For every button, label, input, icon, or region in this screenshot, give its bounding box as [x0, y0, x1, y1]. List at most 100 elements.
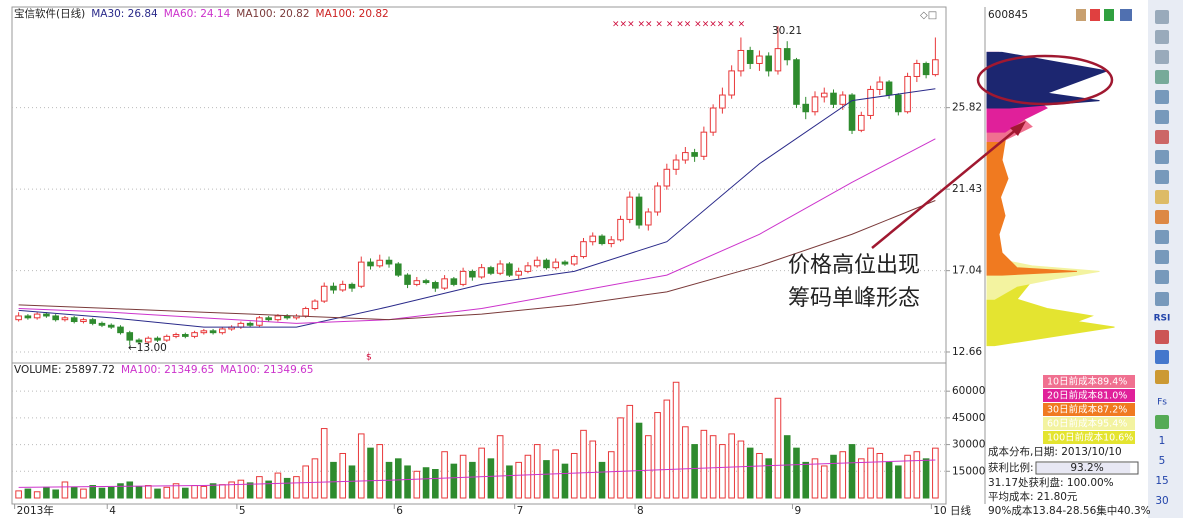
volume-bar	[154, 488, 161, 499]
candle-body	[682, 152, 689, 161]
tool[interactable]	[1155, 10, 1169, 24]
period-button[interactable]: 30	[1155, 495, 1168, 507]
volume-header: VOLUME: 25897.72 MA100: 21349.65 MA100: 21…	[14, 364, 313, 376]
candle-body	[302, 308, 309, 317]
candle-body	[839, 94, 847, 105]
volume-bar	[33, 491, 41, 499]
tool[interactable]	[1155, 330, 1169, 344]
volume-bar	[348, 465, 356, 499]
tool[interactable]	[1155, 90, 1169, 104]
volume-bar	[746, 447, 754, 499]
volume-bar	[765, 458, 772, 499]
chip-legend-swatch	[1043, 431, 1135, 444]
volume-bar	[737, 440, 745, 499]
candle-body	[357, 261, 365, 287]
chip-legend-label: 10日前成本89.4%	[1047, 376, 1127, 388]
volume-bar	[709, 435, 717, 499]
chip-legend-swatch	[1043, 375, 1135, 388]
volume-bar	[469, 461, 476, 499]
chart-header: 宝信软件(日线) MA30: 26.84 MA60: 24.14 MA100: 20.…	[14, 7, 389, 20]
candle-body	[70, 317, 78, 323]
candle-body	[487, 267, 495, 274]
volume-bar	[89, 485, 97, 499]
candle-body	[904, 75, 911, 113]
tool[interactable]	[1155, 415, 1169, 429]
tool[interactable]	[1155, 190, 1169, 204]
tool[interactable]	[1155, 150, 1169, 164]
tool[interactable]	[1155, 292, 1169, 306]
candle-body	[691, 152, 698, 157]
y-tick-label: 12.66	[952, 346, 982, 358]
tool[interactable]	[1155, 70, 1169, 84]
period-button[interactable]: 15	[1155, 475, 1168, 487]
volume-bar	[311, 458, 319, 499]
tool[interactable]	[1155, 30, 1169, 44]
volume-bar	[339, 452, 347, 499]
candle-body	[515, 270, 522, 276]
candle-body	[932, 59, 939, 76]
candle-body	[182, 334, 189, 337]
tool-label[interactable]: Fs	[1157, 398, 1167, 408]
y-tick-label: 60000	[952, 385, 985, 397]
period-button[interactable]: 1	[1159, 435, 1166, 447]
volume-bar	[459, 454, 467, 499]
volume-bar	[580, 429, 587, 499]
candle-body	[885, 81, 893, 96]
volume-bar	[672, 381, 680, 499]
candle-body	[607, 239, 615, 245]
tool[interactable]	[1155, 350, 1169, 364]
tool[interactable]	[1155, 370, 1169, 384]
candle-body	[783, 48, 791, 61]
candle-body	[432, 282, 439, 289]
tool[interactable]	[1155, 210, 1169, 224]
tool[interactable]	[1155, 50, 1169, 64]
candle-body	[117, 326, 124, 334]
volume-bar	[126, 481, 134, 499]
volume-bar	[61, 481, 69, 499]
candle-body	[645, 211, 652, 226]
candle-body	[311, 300, 319, 310]
icon[interactable]	[1104, 9, 1114, 21]
volume-bar	[450, 463, 458, 499]
candle-body	[135, 339, 143, 343]
ma-legend: MA30: 26.84	[91, 8, 158, 20]
volume-ma-line	[18, 459, 936, 488]
ma-legend: MA100: 20.82	[316, 8, 389, 20]
candle-body	[765, 55, 772, 72]
period-button[interactable]: 5	[1159, 455, 1166, 467]
volume-bar	[80, 488, 87, 499]
icon[interactable]	[1120, 9, 1132, 21]
chip-info: 平均成本: 21.80元	[988, 490, 1078, 503]
volume-bar	[441, 451, 448, 499]
volume-bar	[645, 435, 652, 499]
candle-body	[663, 168, 671, 187]
candle-body	[867, 88, 874, 116]
chip-legend-label: 30日前成本87.2%	[1047, 404, 1127, 416]
tool[interactable]	[1155, 250, 1169, 264]
volume-bar	[691, 444, 698, 499]
candle-body	[543, 259, 550, 269]
tool[interactable]	[1155, 110, 1169, 124]
candle-body	[589, 235, 597, 243]
candle-body	[107, 324, 115, 328]
icon	[1076, 9, 1086, 21]
tool[interactable]	[1155, 130, 1169, 144]
volume-bar	[589, 440, 597, 499]
volume-bar	[904, 454, 911, 499]
tool[interactable]	[1155, 170, 1169, 184]
candle-body	[265, 317, 272, 321]
annotation-arrow	[871, 127, 1019, 249]
volume-bar	[394, 458, 402, 499]
tool[interactable]	[1155, 230, 1169, 244]
volume-bar	[376, 444, 384, 499]
y-tick-label: 17.04	[952, 265, 982, 277]
volume-bar	[107, 486, 115, 499]
ma-legend: MA60: 24.14	[164, 8, 231, 20]
tool[interactable]	[1155, 270, 1169, 284]
tool-label[interactable]: RSI	[1154, 314, 1171, 324]
volume-bar	[182, 487, 189, 499]
candle-body	[209, 330, 217, 334]
candle-body	[330, 285, 337, 291]
volume-bar	[839, 451, 847, 499]
